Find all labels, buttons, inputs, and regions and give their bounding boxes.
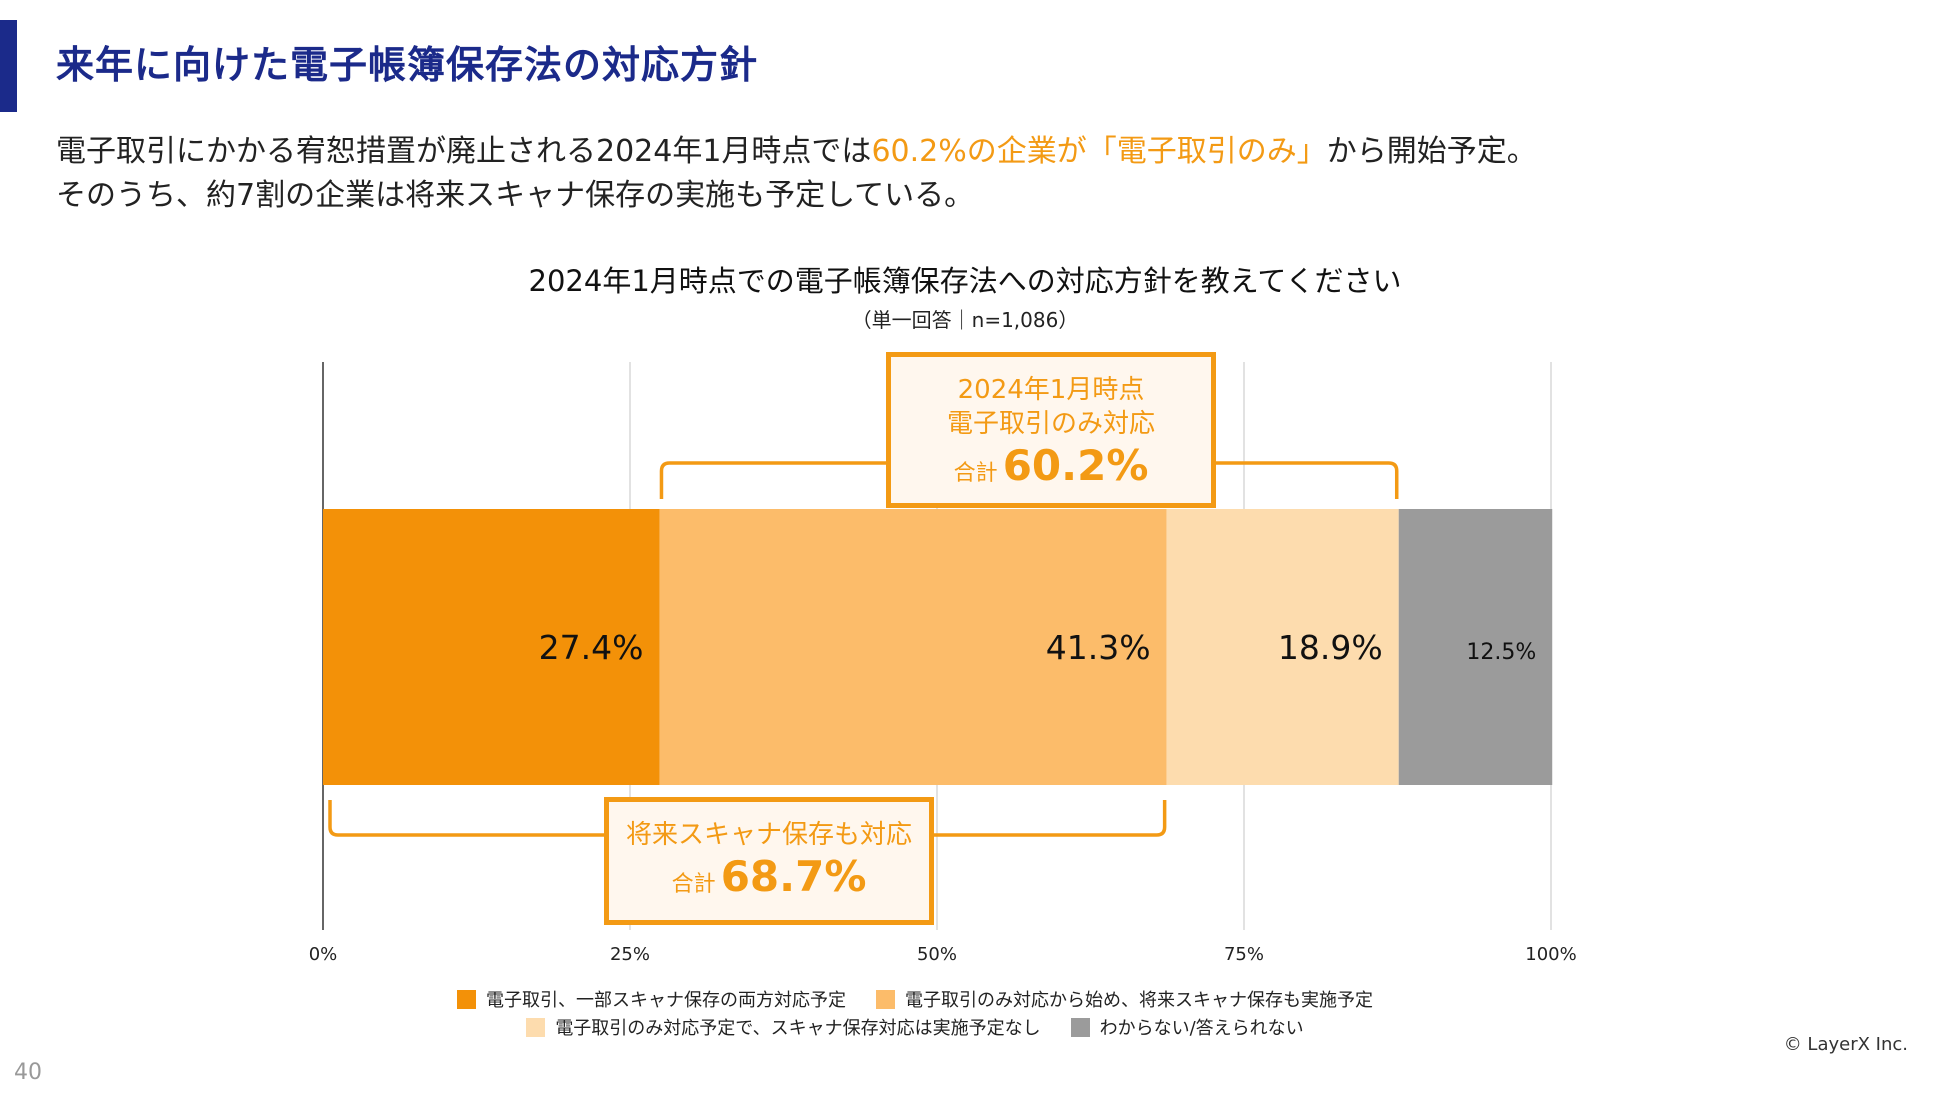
callout-bottom-prefix: 合計 [671,872,716,897]
data-label: 18.9% [1278,628,1383,667]
callout-top-line2: 電子取引のみ対応 [946,409,1155,439]
callout-top-line1: 2024年1月時点 [957,375,1145,405]
legend-label-electronic-only: 電子取引のみ対応予定で、スキャナ保存対応は実施予定なし [555,1018,1041,1039]
chart-legend: 電子取引、一部スキャナ保存の両方対応予定 電子取引のみ対応から始め、将来スキャナ… [0,985,1950,1041]
callout-top-total: 合計 60.2% [891,441,1211,490]
callout-scanner: 将来スキャナ保存も対応 合計 68.7% [604,797,934,925]
x-tick-label: 75% [1224,944,1264,965]
legend-item-electronic-only: 電子取引のみ対応予定で、スキャナ保存対応は実施予定なし [526,1014,1041,1040]
legend-item-both: 電子取引、一部スキャナ保存の両方対応予定 [457,986,846,1012]
x-tick-label: 50% [917,944,957,965]
lead-text: 電子取引にかかる宥恕措置が廃止される2024年1月時点では60.2%の企業が「電… [56,130,1537,218]
legend-item-unknown: わからない/答えられない [1070,1014,1304,1040]
callout-top-value: 60.2% [1002,441,1149,490]
title-accent-bar [0,20,17,112]
legend-swatch-electronic-then-scanner [876,989,895,1009]
x-tick-label: 100% [1525,944,1576,965]
legend-swatch-unknown [1070,1017,1090,1037]
chart-subtitle: （単一回答｜n=1,086） [851,308,1079,332]
x-tick-label: 0% [309,944,338,965]
callout-bottom-value: 68.7% [720,852,867,901]
bar-segment [1398,509,1553,785]
legend-label-both: 電子取引、一部スキャナ保存の両方対応予定 [486,990,846,1011]
data-label: 27.4% [539,628,644,667]
data-label: 41.3% [1046,628,1151,667]
copyright: © LayerX Inc. [1783,1034,1908,1055]
chart-title: 2024年1月時点での電子帳簿保存法への対応方針を教えてください [528,264,1402,298]
callout-electronic-only: 2024年1月時点 電子取引のみ対応 合計 60.2% [886,352,1216,508]
legend-swatch-both [457,989,476,1009]
legend-label-electronic-then-scanner: 電子取引のみ対応から始め、将来スキャナ保存も実施予定 [905,990,1373,1011]
page-number: 40 [14,1060,42,1085]
lead-highlight: 60.2%の企業が「電子取引のみ」 [871,134,1327,169]
callout-top-prefix: 合計 [953,461,998,486]
bar-segment [323,509,660,785]
callout-bottom-line1: 将来スキャナ保存も対応 [625,820,912,850]
bar-segment [1166,509,1399,785]
callout-bottom-total: 合計 68.7% [609,852,929,901]
lead-line-1-pre: 電子取引にかかる宥恕措置が廃止される2024年1月時点では [56,134,872,169]
bar-segment [659,509,1167,785]
legend-label-unknown: わからない/答えられない [1099,1018,1304,1039]
legend-row-1: 電子取引、一部スキャナ保存の両方対応予定 電子取引のみ対応から始め、将来スキャナ… [0,985,1830,1013]
legend-row-2: 電子取引のみ対応予定で、スキャナ保存対応は実施予定なし わからない/答えられない [0,1013,1830,1041]
x-tick-label: 25% [610,944,650,965]
legend-swatch-electronic-only [526,1017,546,1037]
slide-title: 来年に向けた電子帳簿保存法の対応方針 [56,43,759,87]
legend-item-electronic-then-scanner: 電子取引のみ対応から始め、将来スキャナ保存も実施予定 [876,986,1373,1012]
lead-line-2: そのうち、約7割の企業は将来スキャナ保存の実施も予定している。 [56,178,975,213]
data-label: 12.5% [1466,640,1536,665]
lead-line-1: 電子取引にかかる宥恕措置が廃止される2024年1月時点では60.2%の企業が「電… [56,130,1537,174]
lead-line-1-post: から開始予定。 [1326,134,1537,169]
